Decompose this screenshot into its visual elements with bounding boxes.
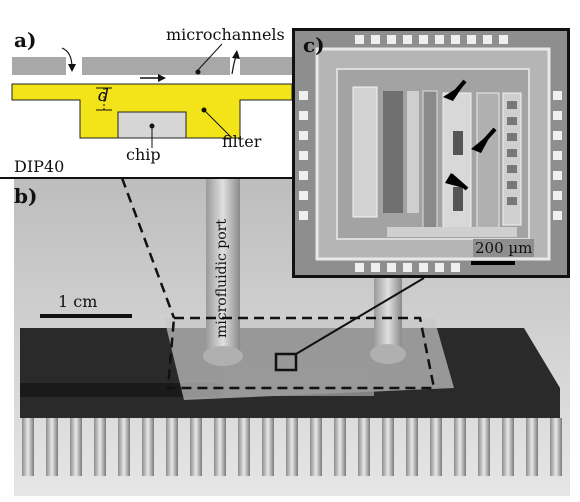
microchannels-label: microchannels xyxy=(166,25,285,44)
ic-pins xyxy=(22,418,562,476)
feature-arrows xyxy=(443,79,497,191)
scale-200um-label: 200 µm xyxy=(473,239,535,257)
zoom-region xyxy=(166,316,436,390)
panel-c-label: c) xyxy=(303,33,325,57)
tube-right xyxy=(374,274,402,356)
cross-section-schematic xyxy=(11,43,292,178)
panel-a: a) microchannels d chip xyxy=(0,0,292,178)
cover-plate-left xyxy=(12,57,66,75)
scale-1cm-label: 1 cm xyxy=(58,292,98,311)
chip-die-micrograph xyxy=(295,31,567,275)
scale-bar-1cm xyxy=(40,314,132,318)
dip40-label: DIP40 xyxy=(14,157,65,176)
chip-label: chip xyxy=(126,145,161,164)
epoxy-filter-body xyxy=(11,83,292,139)
tube-left xyxy=(206,178,240,356)
scale-bar-200um xyxy=(471,261,515,265)
filter-label: filter xyxy=(222,132,262,151)
cover-plate-right xyxy=(240,57,292,75)
d-label: d xyxy=(98,86,109,106)
cover-plate-middle xyxy=(82,57,230,75)
panel-a-label: a) xyxy=(14,28,37,52)
zoom-target xyxy=(274,352,298,372)
panel-c-micrograph: c) 200 µm xyxy=(292,28,570,278)
panel-b-label: b) xyxy=(14,184,38,208)
